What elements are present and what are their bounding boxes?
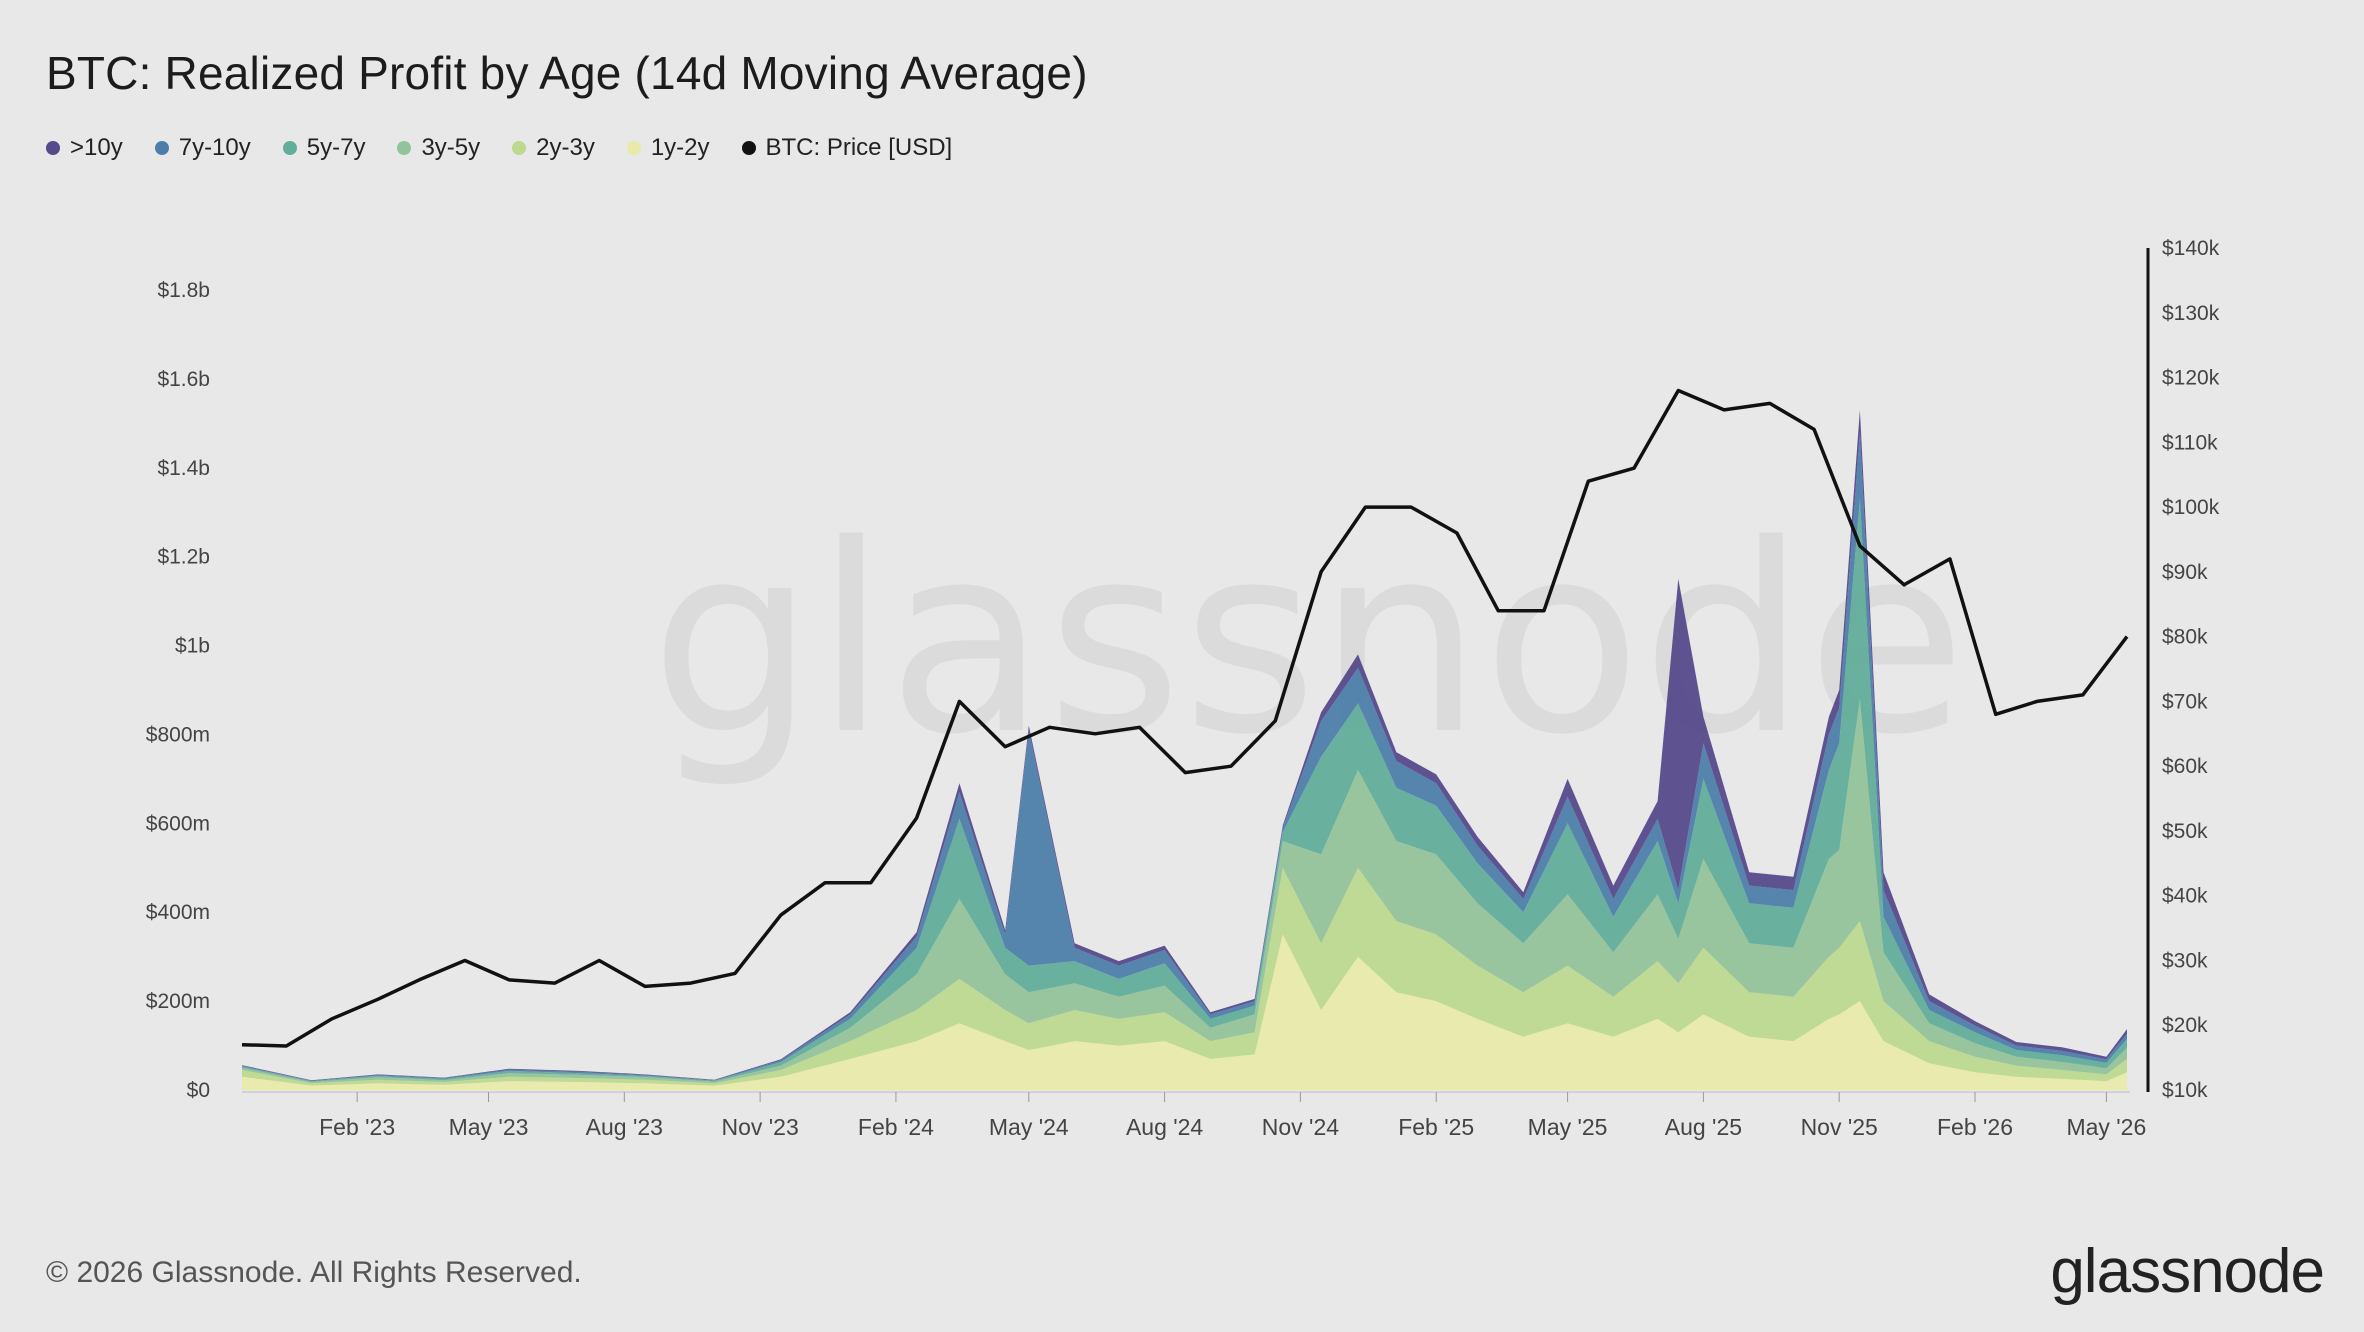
y-right-tick-label: $70k — [2162, 690, 2208, 713]
legend-item[interactable]: 3y-5y — [397, 134, 480, 162]
x-tick-label: May '24 — [989, 1114, 1069, 1140]
x-tick-label: Feb '23 — [319, 1114, 395, 1140]
stacked-areas — [242, 410, 2127, 1090]
chart-title: BTC: Realized Profit by Age (14d Moving … — [46, 47, 1088, 99]
copyright-text: © 2026 Glassnode. All Rights Reserved. — [46, 1256, 582, 1289]
y-right-tick-label: $80k — [2162, 626, 2208, 649]
y-left-tick-label: $1.8b — [157, 279, 210, 302]
x-tick-label: May '23 — [449, 1114, 529, 1140]
y-right-tick-label: $60k — [2162, 755, 2208, 778]
legend-item[interactable]: 5y-7y — [282, 134, 366, 162]
y-right-tick-label: $130k — [2162, 302, 2220, 325]
legend-dot-icon — [46, 141, 60, 155]
y-left-tick-label: $600m — [146, 812, 210, 835]
legend-label: 3y-5y — [421, 134, 481, 161]
y-right-tick-label: $100k — [2162, 496, 2220, 519]
y-left-tick-label: $400m — [146, 901, 210, 924]
y-right-tick-label: $140k — [2162, 237, 2220, 260]
glassnode-logo: glassnode — [2050, 1237, 2325, 1306]
legend-item[interactable]: 1y-2y — [626, 134, 710, 162]
btc-price-line — [241, 388, 2129, 1048]
y-left-tick-label: $1.2b — [157, 546, 210, 569]
y-left-tick-label: $0 — [187, 1079, 210, 1102]
legend-item[interactable]: 2y-3y — [512, 134, 595, 162]
legend-dot-icon — [626, 141, 641, 155]
y-right-tick-label: $120k — [2162, 367, 2220, 390]
legend-label: 1y-2y — [650, 134, 710, 161]
x-tick-label: Aug '23 — [586, 1114, 663, 1140]
y-right-tick-label: $50k — [2162, 820, 2208, 843]
legend-item[interactable]: >10y — [46, 134, 123, 162]
area-series-2 — [242, 698, 2127, 1084]
x-tick-label: May '25 — [1528, 1114, 1608, 1140]
y-axis-left: $0 $200m $400m $600m $800m $1b $1.2b $1.4b $1.6b… — [146, 279, 210, 1102]
y-right-tick-label: $20k — [2162, 1014, 2208, 1037]
x-tick-label: Nov '24 — [1262, 1114, 1339, 1140]
watermark: glassnode — [650, 490, 1966, 792]
x-tick-label: Nov '25 — [1801, 1114, 1878, 1140]
x-tick-label: Nov '23 — [721, 1114, 798, 1140]
area-series-3 — [242, 498, 2127, 1082]
y-right-tick-label: $110k — [2162, 431, 2218, 454]
legend-label: BTC: Price [USD] — [765, 134, 953, 161]
legend-dot-icon — [154, 141, 169, 155]
legend-label: 2y-3y — [536, 134, 595, 161]
y-right-tick-label: $30k — [2162, 949, 2208, 972]
legend-label: 7y-10y — [178, 134, 251, 161]
legend-dot-icon — [282, 141, 297, 155]
x-tick-label: May '26 — [2066, 1114, 2146, 1140]
area-series-0 — [242, 934, 2127, 1090]
y-left-tick-label: $800m — [146, 723, 210, 746]
y-left-tick-label: $1.4b — [157, 457, 210, 480]
y-left-tick-label: $1.6b — [157, 368, 210, 391]
legend-label: 5y-7y — [306, 134, 366, 161]
legend-dot-icon — [741, 141, 756, 155]
legend-label: >10y — [70, 134, 123, 161]
legend-dot-icon — [397, 141, 412, 155]
y-axis-right: $10k $20k $30k $40k $50k $60k $70k $80k $90k $100… — [2162, 237, 2220, 1102]
x-tick-label: Feb '26 — [1937, 1114, 2013, 1140]
chart-legend: >10y 7y-10y 5y-7y 3y-5y 2y-3y 1y-2y BTC: Price… — [46, 134, 952, 162]
legend-item[interactable]: 7y-10y — [154, 134, 251, 162]
y-right-tick-label: $90k — [2162, 561, 2208, 584]
y-left-tick-label: $200m — [146, 990, 210, 1013]
y-left-tick-label: $1b — [175, 635, 210, 658]
price-line-group — [241, 388, 2129, 1048]
x-tick-label: Aug '25 — [1665, 1114, 1742, 1140]
y-right-tick-label: $10k — [2162, 1079, 2208, 1102]
x-tick-label: Aug '24 — [1126, 1114, 1203, 1140]
x-tick-label: Feb '24 — [858, 1114, 934, 1140]
x-axis: Feb '23 May '23 Aug '23 Nov '23 Feb '24 May '… — [242, 1091, 2146, 1140]
y-right-tick-label: $40k — [2162, 885, 2208, 908]
x-tick-label: Feb '25 — [1398, 1114, 1474, 1140]
legend-item[interactable]: BTC: Price [USD] — [741, 134, 953, 162]
area-series-1 — [242, 867, 2127, 1086]
legend-dot-icon — [512, 141, 527, 155]
